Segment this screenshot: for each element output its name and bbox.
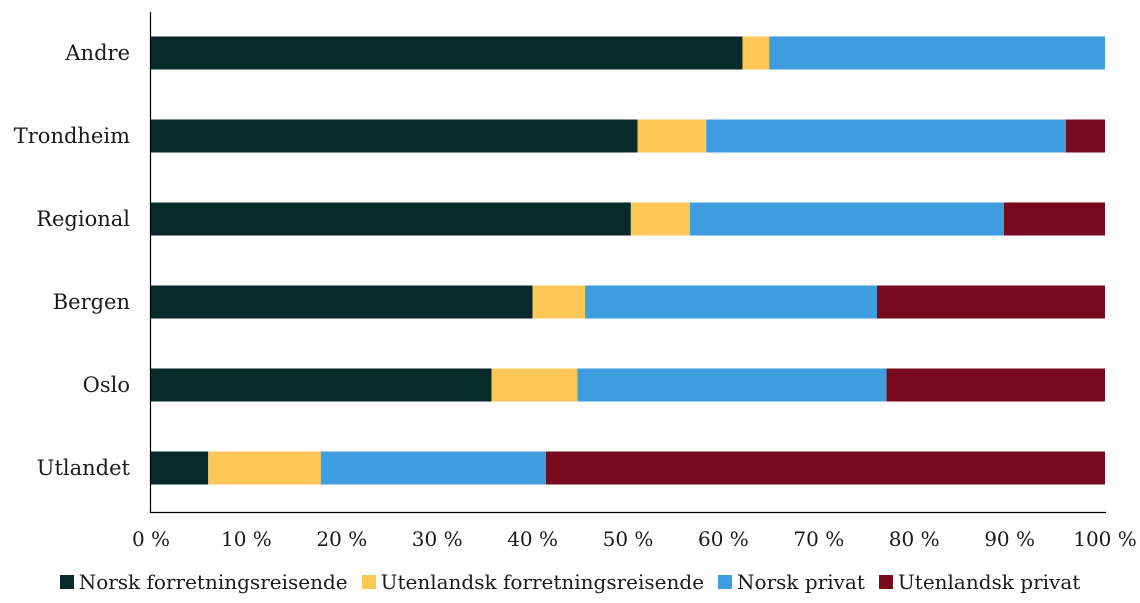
bar-segment xyxy=(1065,119,1105,153)
x-tick-label: 30 % xyxy=(412,527,463,551)
bar-segment xyxy=(630,202,691,236)
x-tick-label: 100 % xyxy=(1073,527,1137,551)
stacked-bar-chart: Andre Trondheim Regional Bergen Oslo Utlandet… xyxy=(14,12,1137,551)
bar-segment xyxy=(545,451,1105,485)
x-tick-label: 90 % xyxy=(984,527,1035,551)
bar-segment xyxy=(1003,202,1105,236)
legend-item: Utenlandsk privat xyxy=(878,570,1081,594)
x-tick-label: 10 % xyxy=(221,527,272,551)
legend-swatch xyxy=(718,575,733,589)
x-tick-labels: 0 % 10 % 20 % 30 % 40 % 50 % 60 % 70 % 80 % 90 % 1… xyxy=(132,527,1137,551)
legend-item: Norsk privat xyxy=(718,570,865,594)
bar-segment xyxy=(690,202,1004,236)
category-label: Utlandet xyxy=(37,456,131,480)
x-tick-label: 70 % xyxy=(793,527,844,551)
legend: Norsk forretningsreisende Utenlandsk forr… xyxy=(0,566,1140,598)
category-label: Regional xyxy=(36,207,130,231)
legend-label: Norsk forretningsreisende xyxy=(78,570,348,594)
bar-segment xyxy=(151,451,209,485)
bar-segment xyxy=(208,451,321,485)
legend-label: Utenlandsk forretningsreisende xyxy=(380,570,705,594)
bar-segment xyxy=(769,36,1105,70)
bar-segment xyxy=(886,368,1105,402)
category-labels: Andre Trondheim Regional Bergen Oslo Utlandet xyxy=(14,41,131,480)
bar-segment xyxy=(706,119,1066,153)
bar-segment xyxy=(742,36,770,70)
bars-group xyxy=(151,36,1105,485)
category-label: Andre xyxy=(64,41,130,65)
x-tick-label: 60 % xyxy=(698,527,749,551)
x-tick-label: 0 % xyxy=(132,527,170,551)
x-tick-label: 80 % xyxy=(889,527,940,551)
legend-label: Utenlandsk privat xyxy=(897,570,1081,594)
legend-label: Norsk privat xyxy=(737,570,865,594)
x-tick-label: 20 % xyxy=(316,527,367,551)
legend-item: Norsk forretningsreisende xyxy=(59,570,348,594)
bar-segment xyxy=(876,285,1105,319)
category-label: Trondheim xyxy=(14,124,130,148)
x-tick-label: 40 % xyxy=(507,527,558,551)
bar-segment xyxy=(637,119,707,153)
bar-segment xyxy=(585,285,877,319)
bar-segment xyxy=(151,285,533,319)
legend-swatch xyxy=(878,575,893,589)
bar-segment xyxy=(151,119,638,153)
bar-segment xyxy=(151,36,743,70)
legend-swatch xyxy=(361,575,376,589)
x-tick-label: 50 % xyxy=(603,527,654,551)
bar-segment xyxy=(577,368,887,402)
bar-segment xyxy=(532,285,586,319)
bar-segment xyxy=(151,202,631,236)
bar-segment xyxy=(491,368,578,402)
bar-segment xyxy=(320,451,546,485)
legend-item: Utenlandsk forretningsreisende xyxy=(361,570,705,594)
bar-segment xyxy=(151,368,492,402)
legend-swatch xyxy=(59,575,74,589)
category-label: Bergen xyxy=(53,290,130,314)
category-label: Oslo xyxy=(83,373,130,397)
